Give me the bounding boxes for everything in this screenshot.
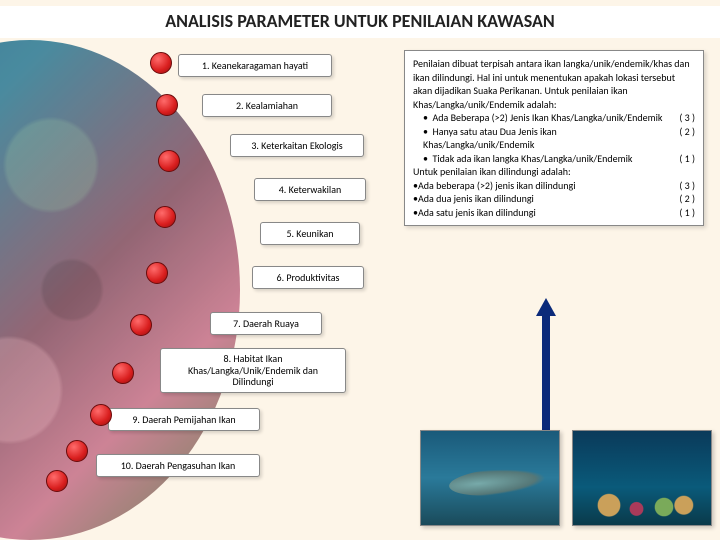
param-dot-4 xyxy=(154,206,176,228)
photo-shark xyxy=(420,430,560,526)
param-dot-7 xyxy=(112,362,134,384)
param-box-1: 1. Keanekaragaman hayati xyxy=(178,54,332,77)
param-box-5: 5. Keunikan xyxy=(260,222,360,245)
param-dot-6 xyxy=(130,314,152,336)
param-box-2: 2. Kealamiahan xyxy=(202,94,332,117)
info-bullet-a-2: • Hanya satu atau Dua Jenis ikan Khas/La… xyxy=(413,125,695,152)
param-box-3: 3. Keterkaitan Ekologis xyxy=(230,134,364,157)
param-dot-2 xyxy=(156,94,178,116)
param-dot-1 xyxy=(150,52,172,74)
arrow-up xyxy=(539,298,553,430)
scoring-info-box: Penilaian dibuat terpisah antara ikan la… xyxy=(404,50,704,226)
param-box-8: 8. Habitat Ikan Khas/Langka/Unik/Endemik… xyxy=(160,348,346,393)
page-title: ANALISIS PARAMETER UNTUK PENILAIAN KAWAS… xyxy=(0,6,720,38)
param-box-4: 4. Keterwakilan xyxy=(254,178,366,201)
info-bullet-b-3: •Ada satu jenis ikan dilindungi( 1 ) xyxy=(413,206,695,220)
param-dot-3 xyxy=(158,150,180,172)
param-box-6: 6. Produktivitas xyxy=(252,266,364,289)
param-dot-10 xyxy=(46,470,68,492)
info-bullet-a-3: • Tidak ada ikan langka Khas/Langka/unik… xyxy=(413,152,695,166)
param-dot-9 xyxy=(66,440,88,462)
param-box-7: 7. Daerah Ruaya xyxy=(210,312,322,335)
info-intro: Penilaian dibuat terpisah antara ikan la… xyxy=(413,57,695,111)
photo-reef xyxy=(572,430,712,526)
info-bullet-b-1: •Ada beberapa (>2) jenis ikan dilindungi… xyxy=(413,179,695,193)
info-subhead: Untuk penilaian ikan dilindungi adalah: xyxy=(413,165,695,179)
param-box-10: 10. Daerah Pengasuhan Ikan xyxy=(96,454,260,477)
param-dot-5 xyxy=(146,262,168,284)
info-bullet-b-2: •Ada dua jenis ikan dilindungi( 2 ) xyxy=(413,192,695,206)
info-bullet-a-1: • Ada Beberapa (>2) Jenis Ikan Khas/Lang… xyxy=(413,111,695,125)
param-box-9: 9. Daerah Pemijahan Ikan xyxy=(108,408,260,431)
param-dot-8 xyxy=(90,404,112,426)
